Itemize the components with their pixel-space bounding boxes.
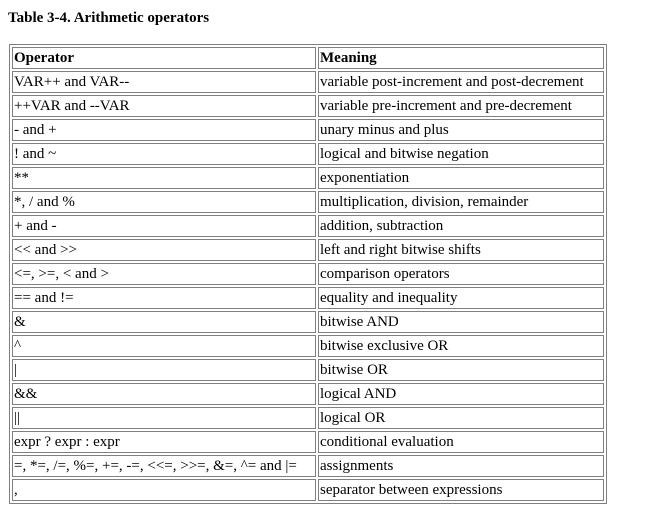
meaning-cell: left and right bitwise shifts: [318, 239, 604, 261]
meaning-cell: conditional evaluation: [318, 431, 604, 453]
meaning-cell: comparison operators: [318, 263, 604, 285]
operator-cell: - and +: [12, 119, 316, 141]
table-row: VAR++ and VAR-- variable post-increment a…: [12, 71, 604, 93]
table-row: & bitwise AND: [12, 311, 604, 333]
table-row: == and != equality and inequality: [12, 287, 604, 309]
table-row: | bitwise OR: [12, 359, 604, 381]
table-row: ** exponentiation: [12, 167, 604, 189]
meaning-cell: equality and inequality: [318, 287, 604, 309]
table-header-row: Operator Meaning: [12, 47, 604, 69]
table-row: - and + unary minus and plus: [12, 119, 604, 141]
meaning-cell: logical and bitwise negation: [318, 143, 604, 165]
operator-cell: expr ? expr : expr: [12, 431, 316, 453]
operator-cell: == and !=: [12, 287, 316, 309]
meaning-cell: variable pre-increment and pre-decrement: [318, 95, 604, 117]
table-row: <=, >=, < and > comparison operators: [12, 263, 604, 285]
meaning-cell: separator between expressions: [318, 479, 604, 501]
operator-cell: <=, >=, < and >: [12, 263, 316, 285]
operator-cell: ,: [12, 479, 316, 501]
meaning-cell: assignments: [318, 455, 604, 477]
meaning-cell: addition, subtraction: [318, 215, 604, 237]
operator-cell: ||: [12, 407, 316, 429]
table-row: + and - addition, subtraction: [12, 215, 604, 237]
column-header-meaning: Meaning: [318, 47, 604, 69]
table-row: || logical OR: [12, 407, 604, 429]
operator-cell: ^: [12, 335, 316, 357]
operator-cell: |: [12, 359, 316, 381]
table-caption: Table 3-4. Arithmetic operators: [8, 10, 210, 26]
operator-cell: VAR++ and VAR--: [12, 71, 316, 93]
meaning-cell: bitwise AND: [318, 311, 604, 333]
table-row: *, / and % multiplication, division, rema…: [12, 191, 604, 213]
column-header-operator: Operator: [12, 47, 316, 69]
table-body: VAR++ and VAR-- variable post-increment a…: [12, 71, 604, 501]
operator-cell: + and -: [12, 215, 316, 237]
meaning-cell: multiplication, division, remainder: [318, 191, 604, 213]
table-row: << and >> left and right bitwise shifts: [12, 239, 604, 261]
table-row: ! and ~ logical and bitwise negation: [12, 143, 604, 165]
operator-cell: &: [12, 311, 316, 333]
meaning-cell: variable post-increment and post-decreme…: [318, 71, 604, 93]
table-row: =, *=, /=, %=, +=, -=, <<=, >>=, &=, ^= …: [12, 455, 604, 477]
meaning-cell: logical AND: [318, 383, 604, 405]
operator-cell: ++VAR and --VAR: [12, 95, 316, 117]
operator-cell: **: [12, 167, 316, 189]
operator-cell: << and >>: [12, 239, 316, 261]
table-row: expr ? expr : expr conditional evaluation: [12, 431, 604, 453]
meaning-cell: logical OR: [318, 407, 604, 429]
operator-cell: *, / and %: [12, 191, 316, 213]
table-row: && logical AND: [12, 383, 604, 405]
table-row: , separator between expressions: [12, 479, 604, 501]
table-row: ++VAR and --VAR variable pre-increment an…: [12, 95, 604, 117]
operator-cell: ! and ~: [12, 143, 316, 165]
operator-cell: &&: [12, 383, 316, 405]
operator-cell: =, *=, /=, %=, +=, -=, <<=, >>=, &=, ^= …: [12, 455, 316, 477]
meaning-cell: bitwise OR: [318, 359, 604, 381]
meaning-cell: exponentiation: [318, 167, 604, 189]
meaning-cell: bitwise exclusive OR: [318, 335, 604, 357]
table-row: ^ bitwise exclusive OR: [12, 335, 604, 357]
meaning-cell: unary minus and plus: [318, 119, 604, 141]
operators-table: Operator Meaning VAR++ and VAR-- variable…: [9, 44, 607, 504]
